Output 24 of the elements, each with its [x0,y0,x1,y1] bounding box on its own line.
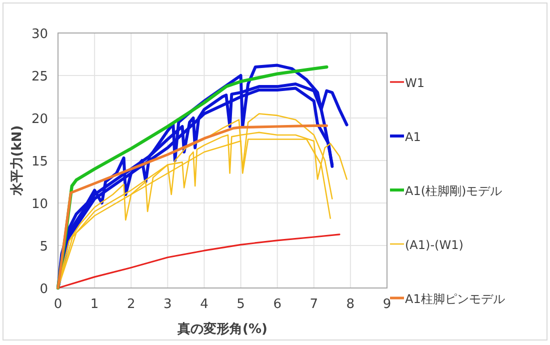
x-tick-label: 4 [200,297,208,312]
x-tick-label: 9 [382,297,392,312]
y-tick-label: 20 [31,112,48,127]
y-tick-label: 15 [31,154,48,170]
x-tick-label: 3 [164,297,172,312]
legend-label: A1柱脚ピンモデル [405,292,505,306]
y-tick-label: 0 [40,282,48,297]
x-tick-label: 7 [310,297,318,312]
legend-label: A1 [405,130,421,144]
x-tick-label: 5 [236,297,245,312]
legend-label: W1 [405,76,424,90]
y-tick-label: 5 [40,240,48,254]
y-tick-label: 10 [31,197,48,212]
legend-label: (A1)-(W1) [405,238,464,252]
y-tick-label: 30 [31,27,48,42]
x-tick-label: 6 [273,297,282,312]
x-tick-label: 0 [54,297,62,312]
x-axis-title: 真の変形角(%) [176,321,268,337]
x-tick-label: 2 [126,297,136,312]
x-tick-label: 8 [346,297,355,312]
legend-label: A1(柱脚剛)モデル [405,184,502,198]
y-tick-label: 25 [31,70,48,84]
y-axis-title: 水平力(kN) [10,125,25,197]
x-tick-label: 1 [90,297,99,312]
